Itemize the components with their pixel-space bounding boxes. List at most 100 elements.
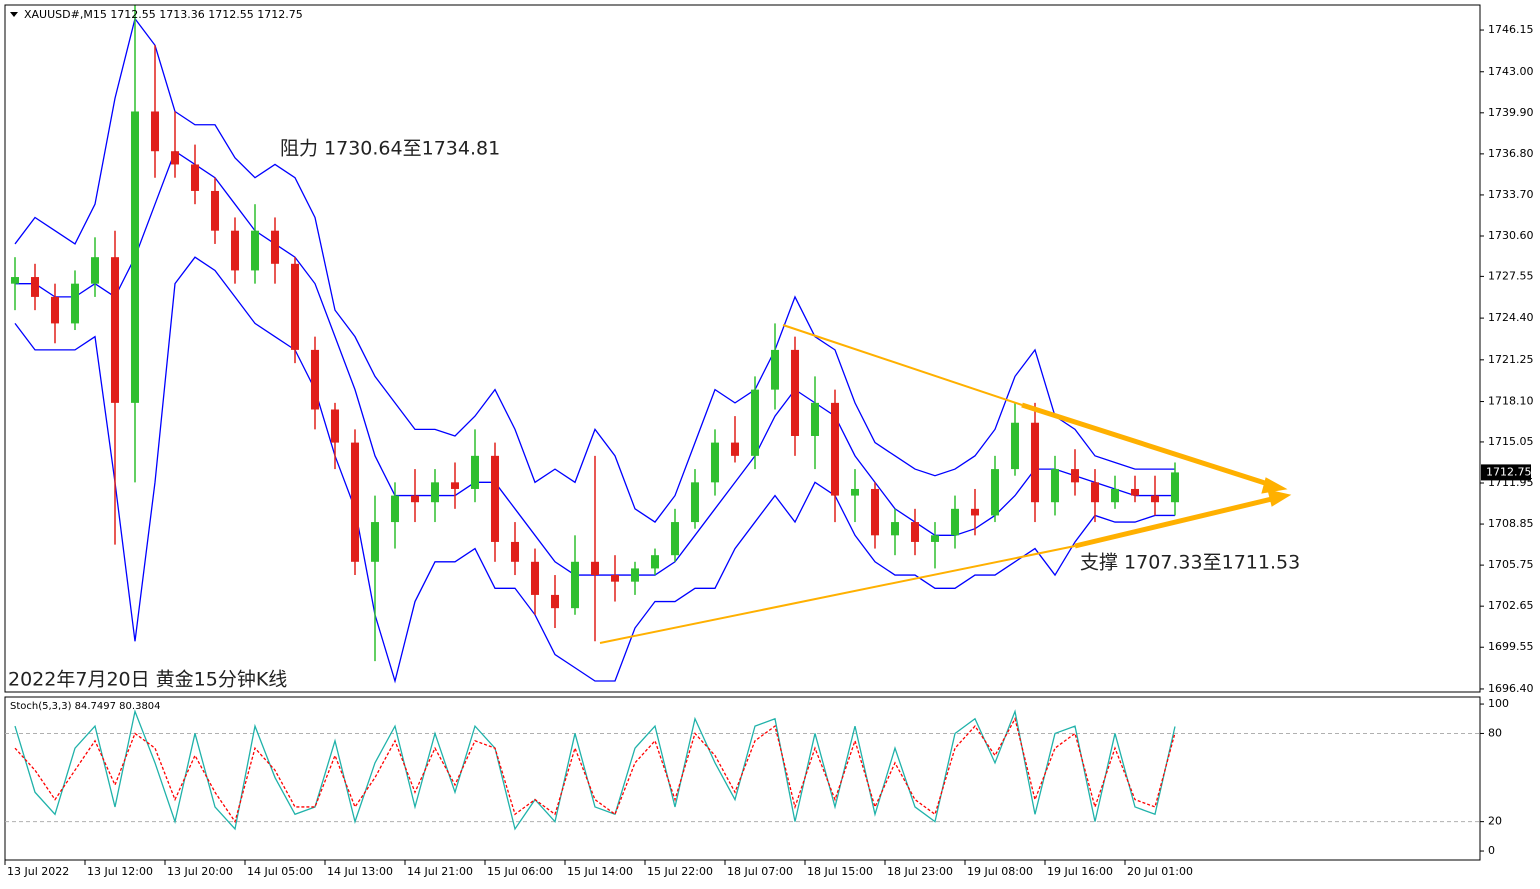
candle-body <box>1051 469 1059 503</box>
candle-body <box>371 522 379 562</box>
x-tick-label: 13 Jul 2022 <box>7 865 69 878</box>
x-tick-label: 18 Jul 23:00 <box>887 865 953 878</box>
candle-body <box>911 522 919 542</box>
y-tick-label: 1702.65 <box>1488 599 1534 612</box>
candle-body <box>411 495 419 503</box>
candle-body <box>611 575 619 582</box>
y-tick-label: 20 <box>1488 815 1502 828</box>
axes: 1696.401699.551702.651705.751708.851711.… <box>4 23 1534 878</box>
x-tick-label: 18 Jul 07:00 <box>727 865 793 878</box>
candle-body <box>831 402 839 496</box>
candle-body <box>391 495 399 523</box>
x-tick-label: 19 Jul 08:00 <box>967 865 1033 878</box>
x-tick-label: 20 Jul 01:00 <box>1127 865 1193 878</box>
y-tick-label: 1724.40 <box>1488 311 1534 324</box>
line <box>14 17 1175 523</box>
x-tick-label: 14 Jul 05:00 <box>247 865 313 878</box>
candle-body <box>111 257 119 403</box>
candle-body <box>991 469 999 516</box>
y-tick-label: 1733.70 <box>1488 188 1534 201</box>
candle-body <box>171 151 179 165</box>
arrow-head <box>1267 489 1292 507</box>
line <box>14 716 1176 824</box>
candle-body <box>451 482 459 489</box>
candle-body <box>271 230 279 264</box>
x-tick-label: 13 Jul 20:00 <box>167 865 233 878</box>
candle-body <box>871 488 879 536</box>
candle-body <box>591 561 599 576</box>
candle-body <box>791 349 799 436</box>
candle-body <box>231 230 239 271</box>
y-tick-label: 1746.15 <box>1488 23 1534 36</box>
y-tick-label: 1696.40 <box>1488 682 1534 695</box>
y-tick-label: 1721.25 <box>1488 353 1534 366</box>
y-tick-label: 80 <box>1488 726 1502 739</box>
candle-body <box>551 594 559 609</box>
candle-body <box>811 402 819 436</box>
y-tick-label: 1708.85 <box>1488 517 1534 530</box>
x-tick-label: 19 Jul 16:00 <box>1047 865 1113 878</box>
candle-body <box>471 455 479 489</box>
arrow-head <box>1261 477 1288 494</box>
candle-body <box>291 263 299 350</box>
candle-body <box>431 482 439 503</box>
candle-body <box>651 555 659 569</box>
candle-body <box>31 277 39 297</box>
stoch-title: Stoch(5,3,3) 84.7497 80.3804 <box>10 701 161 712</box>
candle-body <box>51 296 59 324</box>
candle-body <box>631 568 639 582</box>
candle-body <box>691 482 699 523</box>
candle-body <box>971 508 979 516</box>
y-tick-label: 1705.75 <box>1488 558 1534 571</box>
candle-body <box>211 190 219 231</box>
candle-body <box>851 488 859 496</box>
candle-body <box>671 522 679 556</box>
y-tick-label: 1699.55 <box>1488 640 1534 653</box>
candle-body <box>731 442 739 456</box>
candle-body <box>251 230 259 271</box>
candle-body <box>751 389 759 456</box>
y-tick-label: 1743.00 <box>1488 65 1534 78</box>
candle-body <box>1151 495 1159 503</box>
last-price: 1712.75 <box>1486 465 1532 478</box>
resistance-arrow <box>1021 402 1269 487</box>
x-tick-label: 14 Jul 21:00 <box>407 865 473 878</box>
header: XAUUSD#,M15 1712.55 1713.36 1712.55 1712… <box>24 8 303 21</box>
candle-body <box>491 455 499 542</box>
candle-body <box>71 283 79 324</box>
stoch-plot <box>5 709 1480 831</box>
main-frame <box>4 4 1481 693</box>
annotation: 阻力 1730.64至1734.81 <box>280 138 500 160</box>
candle-body <box>1091 482 1099 503</box>
dropdown-icon <box>10 12 18 17</box>
y-tick-label: 1739.90 <box>1488 106 1534 119</box>
support-line <box>599 545 1076 644</box>
candle-body <box>131 111 139 403</box>
stoch-frame <box>4 696 1481 861</box>
x-tick-label: 13 Jul 12:00 <box>87 865 153 878</box>
y-tick-label: 1718.10 <box>1488 395 1534 408</box>
x-tick-label: 18 Jul 15:00 <box>807 865 873 878</box>
line <box>14 256 1175 684</box>
candle-body <box>931 535 939 542</box>
candle-body <box>1071 469 1079 483</box>
main-plot <box>11 5 1179 684</box>
support-arrow <box>1074 496 1273 549</box>
candle-body <box>311 349 319 410</box>
candle-body <box>1111 488 1119 503</box>
candle-body <box>331 409 339 443</box>
x-tick-label: 14 Jul 13:00 <box>327 865 393 878</box>
annotation: 支撑 1707.33至1711.53 <box>1080 552 1300 574</box>
y-tick-label: 100 <box>1488 697 1509 710</box>
line <box>14 709 1176 831</box>
candle-body <box>1031 422 1039 503</box>
y-tick-label: 1727.55 <box>1488 269 1534 282</box>
candle-body <box>151 111 159 152</box>
x-tick-label: 15 Jul 22:00 <box>647 865 713 878</box>
x-tick-label: 15 Jul 06:00 <box>487 865 553 878</box>
candle-body <box>531 561 539 595</box>
annotation: 2022年7月20日 黄金15分钟K线 <box>8 669 287 691</box>
resistance-line <box>782 324 1023 406</box>
